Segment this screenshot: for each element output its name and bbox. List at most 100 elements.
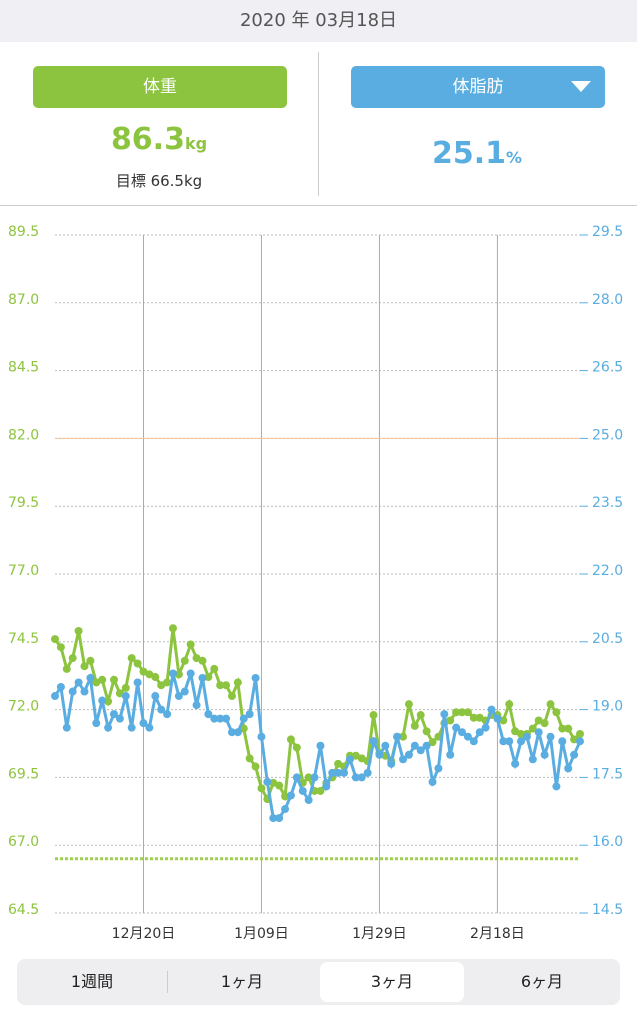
data-point xyxy=(387,759,396,768)
weight-unit: kg xyxy=(184,134,208,153)
data-point xyxy=(304,796,313,804)
y2-tick-label: 25.0 xyxy=(592,427,623,443)
fat-button[interactable]: 体脂肪 xyxy=(351,66,605,108)
data-point xyxy=(51,692,59,701)
data-point xyxy=(239,714,248,723)
data-point xyxy=(475,728,484,737)
data-point xyxy=(198,656,207,665)
date-header: 2020 年 03月18日 xyxy=(0,0,637,42)
y2-tick-label: 17.5 xyxy=(592,766,623,782)
data-point xyxy=(104,697,113,706)
data-point xyxy=(558,724,567,733)
y2-tick-label: 14.5 xyxy=(592,902,623,918)
data-point xyxy=(86,673,95,682)
data-point xyxy=(399,732,408,741)
data-point xyxy=(257,732,266,741)
y-tick-label: 79.5 xyxy=(8,495,39,511)
data-point xyxy=(316,786,325,795)
data-point xyxy=(528,755,537,764)
data-point xyxy=(80,687,89,696)
y-tick-label: 72.0 xyxy=(8,699,39,715)
data-point xyxy=(493,714,502,723)
data-point xyxy=(286,791,295,800)
data-point xyxy=(204,710,213,719)
data-point xyxy=(469,737,478,746)
fat-unit: % xyxy=(506,148,523,167)
data-point xyxy=(163,678,172,687)
fat-card[interactable]: 体脂肪 25.1% xyxy=(318,42,636,205)
x-tick-label: 2月18日 xyxy=(470,926,525,942)
data-point xyxy=(127,654,136,663)
data-point xyxy=(528,724,537,733)
data-point xyxy=(180,687,189,696)
range-tab[interactable]: 1ヶ月 xyxy=(220,972,264,991)
data-point xyxy=(393,732,402,741)
data-point xyxy=(446,716,455,725)
data-point xyxy=(251,673,260,682)
fat-value: 25.1% xyxy=(318,136,636,171)
data-point xyxy=(121,683,130,692)
data-point xyxy=(139,719,148,728)
dropdown-arrow xyxy=(571,81,591,92)
data-point xyxy=(151,673,160,682)
range-tab[interactable]: 1週間 xyxy=(70,972,114,991)
y2-tick-label: 28.0 xyxy=(592,292,623,308)
data-point xyxy=(68,687,77,696)
data-point xyxy=(428,738,437,747)
data-point xyxy=(511,759,520,768)
data-point xyxy=(98,675,107,684)
fat-number: 25.1 xyxy=(431,136,506,171)
data-point xyxy=(74,626,83,635)
data-point xyxy=(381,741,390,750)
data-point xyxy=(251,762,260,771)
data-point xyxy=(499,737,508,746)
data-point xyxy=(56,643,65,652)
data-point xyxy=(416,711,425,720)
y-tick-label: 64.5 xyxy=(8,902,39,918)
data-point xyxy=(192,701,201,710)
data-point xyxy=(540,750,549,759)
y2-tick-label: 22.0 xyxy=(592,563,623,579)
tab-separator xyxy=(167,971,168,993)
data-point xyxy=(422,741,431,750)
data-point xyxy=(233,728,242,737)
data-point xyxy=(245,710,254,719)
data-point xyxy=(369,711,378,720)
data-point xyxy=(163,710,172,719)
data-point xyxy=(463,732,472,741)
data-point xyxy=(422,727,431,736)
data-point xyxy=(74,678,83,687)
data-point xyxy=(434,764,443,773)
x-tick-label: 12月20日 xyxy=(112,926,176,942)
y-tick-label: 69.5 xyxy=(8,766,39,782)
data-point xyxy=(534,728,543,737)
data-point xyxy=(121,692,130,701)
data-point xyxy=(552,782,561,791)
data-point xyxy=(80,662,89,671)
data-point xyxy=(540,719,549,728)
data-point xyxy=(286,735,295,744)
divider xyxy=(0,205,637,206)
data-point xyxy=(298,786,307,795)
data-point xyxy=(345,755,354,764)
weight-button[interactable]: 体重 xyxy=(33,66,287,108)
data-point xyxy=(292,743,301,752)
y-tick-label: 84.5 xyxy=(8,360,39,376)
data-point xyxy=(446,750,455,759)
range-tab[interactable]: 3ヶ月 xyxy=(320,962,464,1002)
data-point xyxy=(481,723,490,732)
data-point xyxy=(210,664,219,673)
data-point xyxy=(127,723,136,732)
data-point xyxy=(216,681,225,690)
fat-button-label: 体脂肪 xyxy=(452,77,504,97)
weight-card[interactable]: 体重 86.3kg 目標 66.5kg xyxy=(0,42,318,205)
data-point xyxy=(564,724,573,733)
data-point xyxy=(546,700,555,709)
separator xyxy=(318,52,319,196)
data-point xyxy=(452,723,461,732)
data-point xyxy=(552,708,561,717)
data-point xyxy=(109,675,118,684)
data-point xyxy=(487,705,496,714)
range-tab[interactable]: 6ヶ月 xyxy=(520,972,564,991)
data-point xyxy=(92,719,101,728)
